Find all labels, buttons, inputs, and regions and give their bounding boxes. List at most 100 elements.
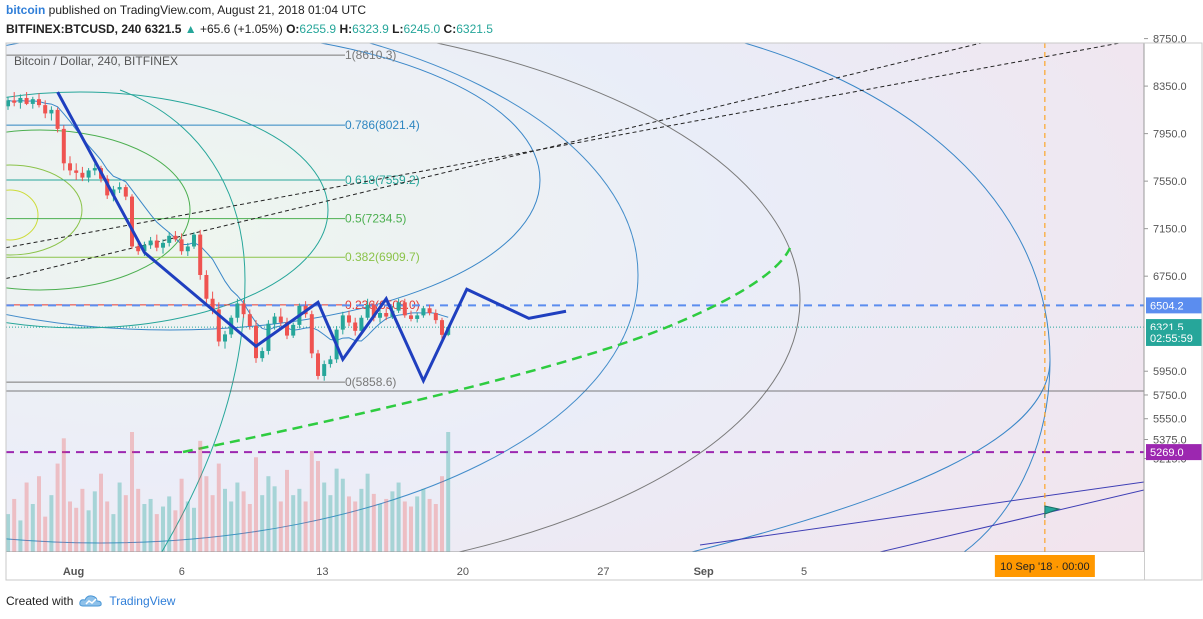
candle-body <box>136 246 141 252</box>
volume-bar <box>154 514 159 552</box>
change-arrow-icon: ▲ <box>184 22 197 36</box>
volume-bar <box>291 495 296 552</box>
fib-ellipse-inner <box>6 189 39 241</box>
channel-line-upper <box>879 489 1144 552</box>
open-value: 6255.9 <box>299 22 337 36</box>
y-tick-label: 7950.0 <box>1153 129 1187 141</box>
candle <box>18 94 23 109</box>
volume-bar <box>247 504 252 552</box>
volume-bar <box>254 457 258 552</box>
candle <box>80 166 85 182</box>
candle <box>378 309 382 323</box>
volume-bar <box>148 498 153 552</box>
close-label: C: <box>443 22 457 36</box>
volume-bar <box>353 501 358 552</box>
candle-body <box>142 245 147 252</box>
candle-body <box>316 353 320 376</box>
candle-body <box>204 274 209 299</box>
candle <box>415 313 420 323</box>
volume-bar <box>37 476 41 552</box>
candle-body <box>396 302 401 311</box>
candle-body <box>278 316 283 323</box>
candle <box>396 298 401 314</box>
candle <box>117 182 122 194</box>
candle-body <box>384 313 389 317</box>
volume-bar <box>303 501 308 552</box>
candle-body <box>92 168 97 171</box>
volume-bar <box>433 504 438 552</box>
volume-bar <box>371 493 376 552</box>
candle <box>43 100 48 119</box>
candle <box>30 96 35 109</box>
volume-bar <box>365 473 370 552</box>
candle-body <box>241 303 246 315</box>
volume-bar <box>223 488 227 552</box>
candle <box>154 234 159 252</box>
volume-bar <box>43 516 48 552</box>
candle <box>353 317 358 336</box>
candle-body <box>415 315 420 319</box>
high-value: 6323.9 <box>352 22 389 36</box>
volume-bar <box>309 450 314 552</box>
volume-bar <box>18 520 23 552</box>
plot-background <box>6 43 1144 552</box>
publisher-name[interactable]: bitcoin <box>6 3 46 17</box>
y-tick-label: 5950.0 <box>1153 366 1187 378</box>
volume-bar <box>266 476 271 552</box>
tradingview-link[interactable]: TradingView <box>109 594 176 608</box>
candle-body <box>179 239 184 252</box>
volume-bar <box>427 498 432 552</box>
fib-level-label: 0.5(7234.5) <box>345 212 406 226</box>
volume-bar <box>130 432 134 552</box>
price-marker-resistance <box>1146 297 1202 314</box>
volume-bar <box>415 496 420 552</box>
candle-body <box>440 320 444 335</box>
date-marker-label: 10 Sep '18 · 00:00 <box>1000 561 1090 573</box>
candle <box>6 96 10 110</box>
candle-body <box>173 235 178 240</box>
tradingview-cloud-icon <box>79 595 103 607</box>
x-tick-label: Aug <box>63 566 84 578</box>
price-marker-countdown <box>1146 329 1202 346</box>
volume-bar <box>173 510 178 552</box>
candle-body <box>185 246 190 252</box>
volume-bar <box>210 495 215 552</box>
zigzag-pattern-line <box>56 91 567 385</box>
candle-body <box>74 170 79 173</box>
volume-bar <box>347 496 351 552</box>
volume-bar <box>30 504 35 552</box>
candle <box>340 311 345 335</box>
candle <box>347 310 351 327</box>
volume-bar <box>402 501 407 552</box>
volume-bar <box>378 504 382 552</box>
fib-level-label: 0(5858.6) <box>345 375 396 389</box>
candle-body <box>130 196 134 247</box>
candle <box>272 313 277 330</box>
candle-body <box>117 187 122 190</box>
candle-body <box>322 364 327 376</box>
candle <box>384 308 389 321</box>
candle <box>223 330 227 349</box>
price-marker-label: 6504.2 <box>1150 300 1184 312</box>
date-marker-badge <box>994 555 1095 577</box>
volume-bar <box>136 488 141 552</box>
candle-body <box>235 303 240 318</box>
candle-body <box>55 109 60 129</box>
price-marker-support <box>1146 444 1202 461</box>
candle <box>74 163 79 180</box>
volume-bar <box>446 432 451 552</box>
candle <box>260 347 265 362</box>
candle-body <box>61 128 66 164</box>
y-tick-label: 7550.0 <box>1153 176 1187 188</box>
candle <box>241 299 246 318</box>
candle-body <box>285 322 289 336</box>
volume-bar <box>322 482 327 552</box>
candle-body <box>223 334 227 342</box>
volume-bar <box>105 501 110 552</box>
channel-line-lower <box>699 481 1144 546</box>
flag-icon[interactable] <box>1044 505 1061 518</box>
x-tick-label: 27 <box>597 566 609 578</box>
candle-body <box>353 322 358 331</box>
candle <box>409 310 413 322</box>
